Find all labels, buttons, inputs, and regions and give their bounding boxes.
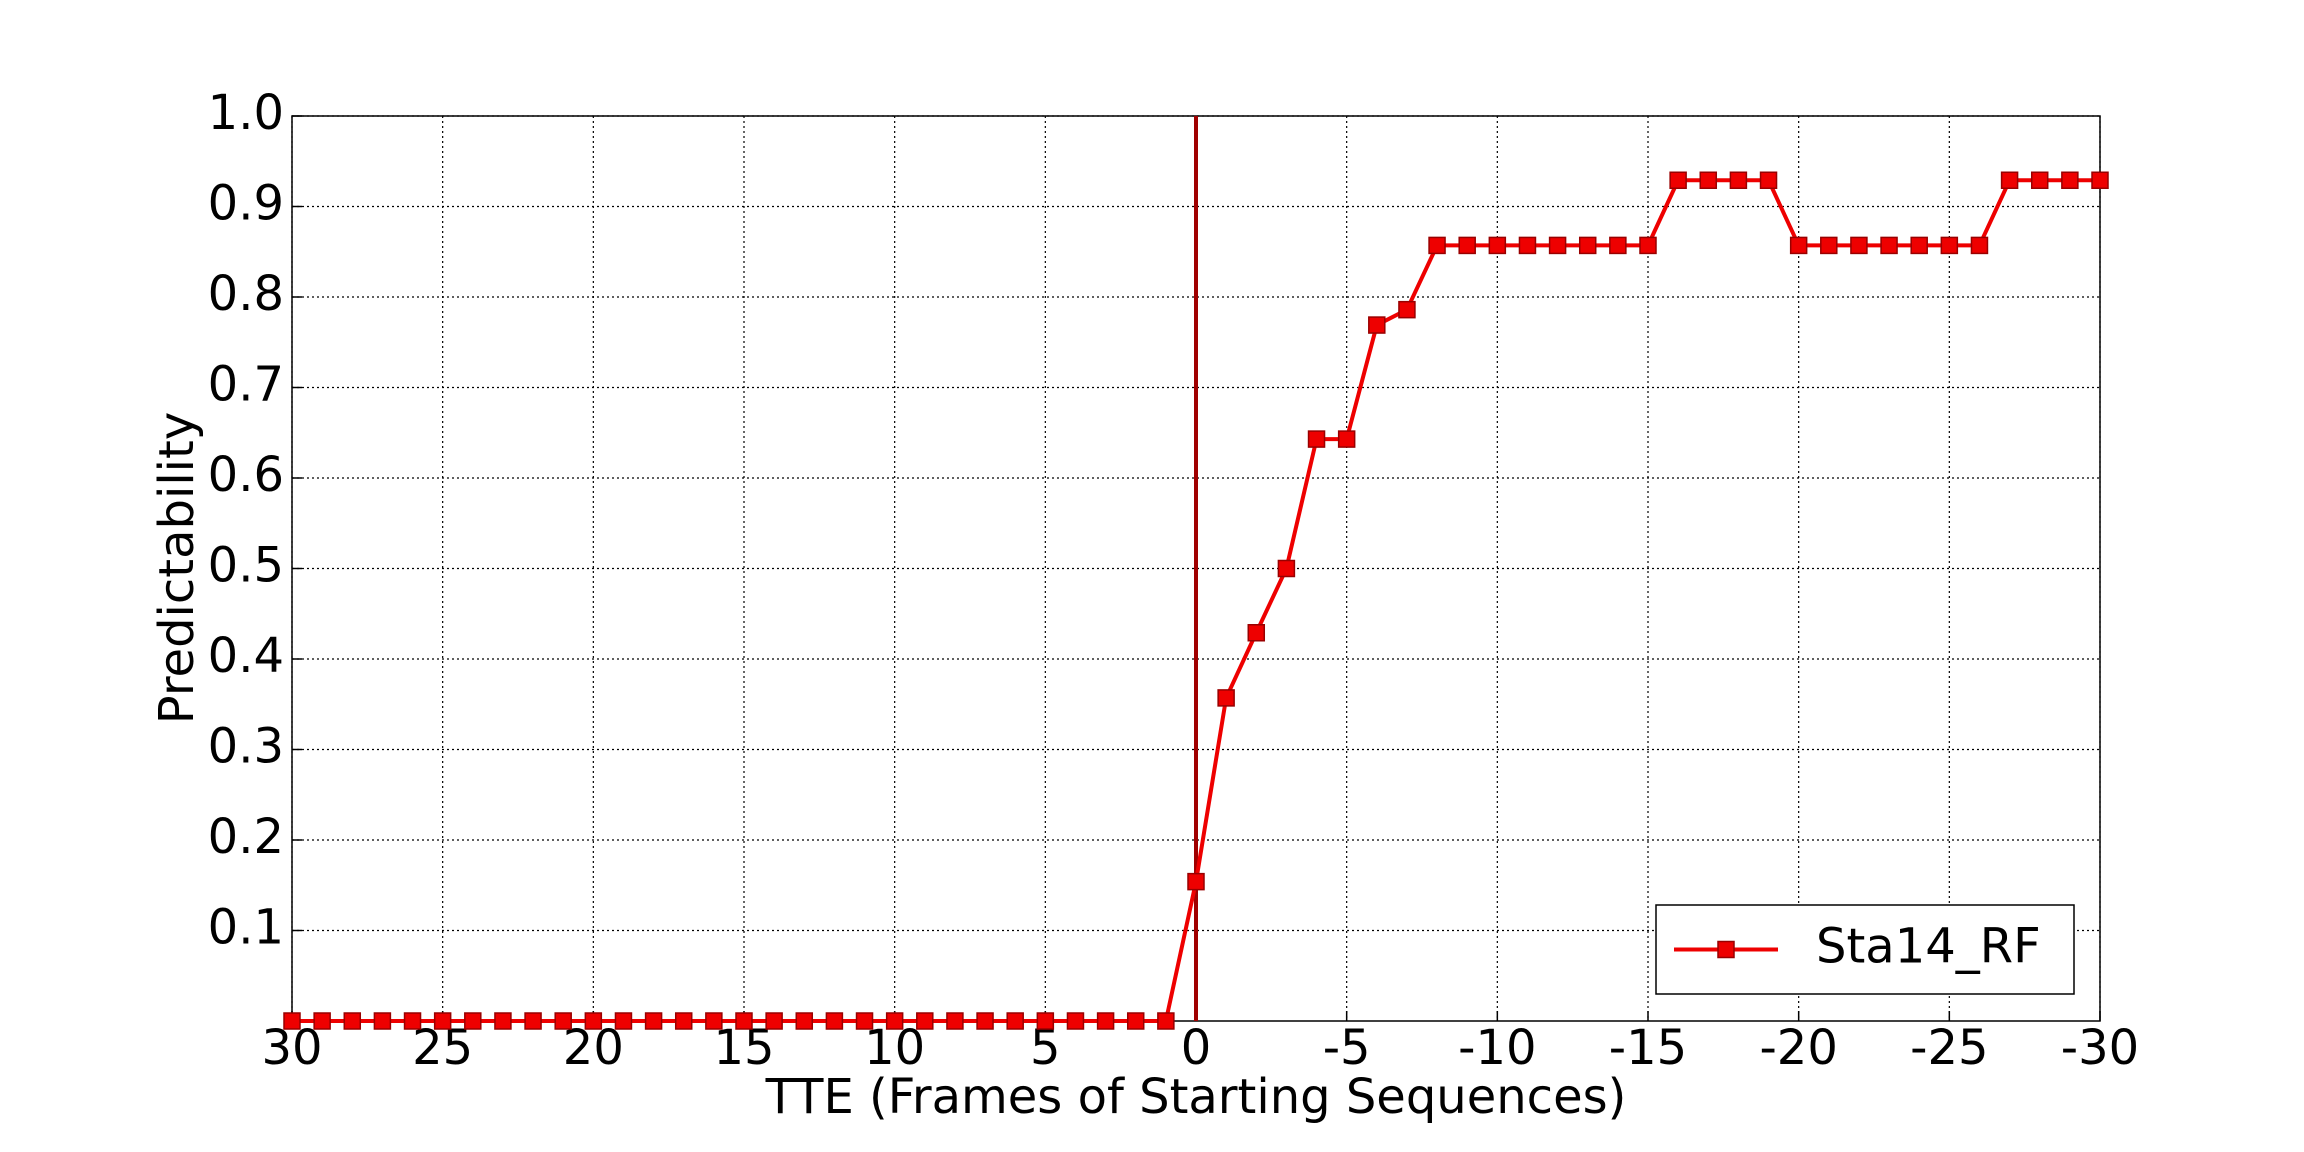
y-tick-label: 0.2 bbox=[208, 809, 284, 865]
marker bbox=[1277, 559, 1296, 578]
marker bbox=[1669, 171, 1687, 190]
y-tick-label: 0.4 bbox=[208, 628, 284, 684]
marker bbox=[1006, 1012, 1024, 1030]
marker bbox=[1368, 316, 1386, 334]
marker bbox=[1789, 236, 1808, 255]
marker bbox=[1729, 171, 1748, 190]
marker bbox=[1639, 236, 1657, 255]
y-tick-label: 0.3 bbox=[208, 719, 284, 775]
marker bbox=[1699, 171, 1718, 190]
marker bbox=[976, 1012, 994, 1030]
marker bbox=[1578, 236, 1597, 255]
marker bbox=[1458, 236, 1476, 255]
marker bbox=[313, 1012, 331, 1030]
marker bbox=[1096, 1012, 1115, 1030]
marker bbox=[1157, 1012, 1175, 1030]
marker bbox=[2091, 171, 2109, 190]
legend-label: Sta14_RF bbox=[1816, 919, 2041, 975]
y-tick-label: 1.0 bbox=[208, 85, 284, 141]
y-tick-label: 0.5 bbox=[208, 538, 284, 594]
x-tick-label: -25 bbox=[1910, 1020, 1988, 1076]
marker bbox=[765, 1012, 783, 1030]
y-tick-label: 0.8 bbox=[208, 266, 284, 322]
marker bbox=[1428, 236, 1446, 255]
marker bbox=[1217, 689, 1235, 707]
marker bbox=[916, 1012, 934, 1030]
marker bbox=[946, 1012, 964, 1030]
y-axis-label: Predictability bbox=[149, 412, 205, 724]
x-tick-label: -5 bbox=[1323, 1020, 1371, 1076]
marker bbox=[524, 1012, 542, 1030]
marker bbox=[1247, 624, 1266, 642]
marker bbox=[795, 1012, 814, 1030]
marker bbox=[1880, 236, 1898, 255]
x-tick-label: -30 bbox=[2061, 1020, 2139, 1076]
marker bbox=[1488, 236, 1507, 255]
marker bbox=[705, 1012, 723, 1030]
marker bbox=[403, 1012, 422, 1030]
marker bbox=[283, 1012, 301, 1030]
marker bbox=[464, 1012, 482, 1030]
x-tick-label: -10 bbox=[1458, 1020, 1536, 1076]
x-axis-label: TTE (Frames of Starting Sequences) bbox=[765, 1069, 1627, 1125]
marker bbox=[554, 1012, 572, 1030]
marker bbox=[584, 1012, 603, 1030]
y-tick-label: 0.6 bbox=[208, 447, 284, 503]
marker bbox=[373, 1012, 392, 1030]
marker bbox=[1759, 171, 1778, 190]
marker bbox=[644, 1012, 663, 1030]
marker bbox=[1036, 1012, 1055, 1030]
marker bbox=[885, 1012, 904, 1030]
marker bbox=[2030, 171, 2049, 190]
y-tick-label: 0.1 bbox=[208, 900, 284, 956]
marker bbox=[735, 1012, 753, 1030]
y-tick-label: 0.9 bbox=[208, 176, 284, 232]
marker bbox=[1970, 236, 1989, 255]
marker bbox=[433, 1012, 452, 1030]
marker bbox=[674, 1012, 693, 1030]
marker bbox=[1820, 236, 1838, 255]
marker bbox=[1398, 300, 1416, 319]
x-tick-label: 0 bbox=[1181, 1020, 1212, 1076]
marker bbox=[1337, 430, 1356, 448]
marker bbox=[1910, 236, 1928, 255]
marker bbox=[855, 1012, 874, 1030]
x-tick-label: -15 bbox=[1609, 1020, 1687, 1076]
marker bbox=[614, 1012, 633, 1030]
marker bbox=[1066, 1012, 1085, 1030]
x-tick-label: -20 bbox=[1759, 1020, 1837, 1076]
marker bbox=[1307, 430, 1326, 448]
marker bbox=[1940, 236, 1959, 255]
marker bbox=[1850, 236, 1868, 255]
marker bbox=[2000, 171, 2019, 190]
legend-marker bbox=[1717, 940, 1735, 959]
marker bbox=[825, 1012, 844, 1030]
marker bbox=[2061, 171, 2079, 190]
marker bbox=[1548, 236, 1567, 255]
marker bbox=[343, 1012, 362, 1030]
marker bbox=[494, 1012, 512, 1030]
y-tick-label: 0.7 bbox=[208, 357, 284, 413]
marker bbox=[1187, 872, 1205, 891]
marker bbox=[1609, 236, 1627, 255]
marker bbox=[1126, 1012, 1145, 1030]
marker bbox=[1518, 236, 1537, 255]
